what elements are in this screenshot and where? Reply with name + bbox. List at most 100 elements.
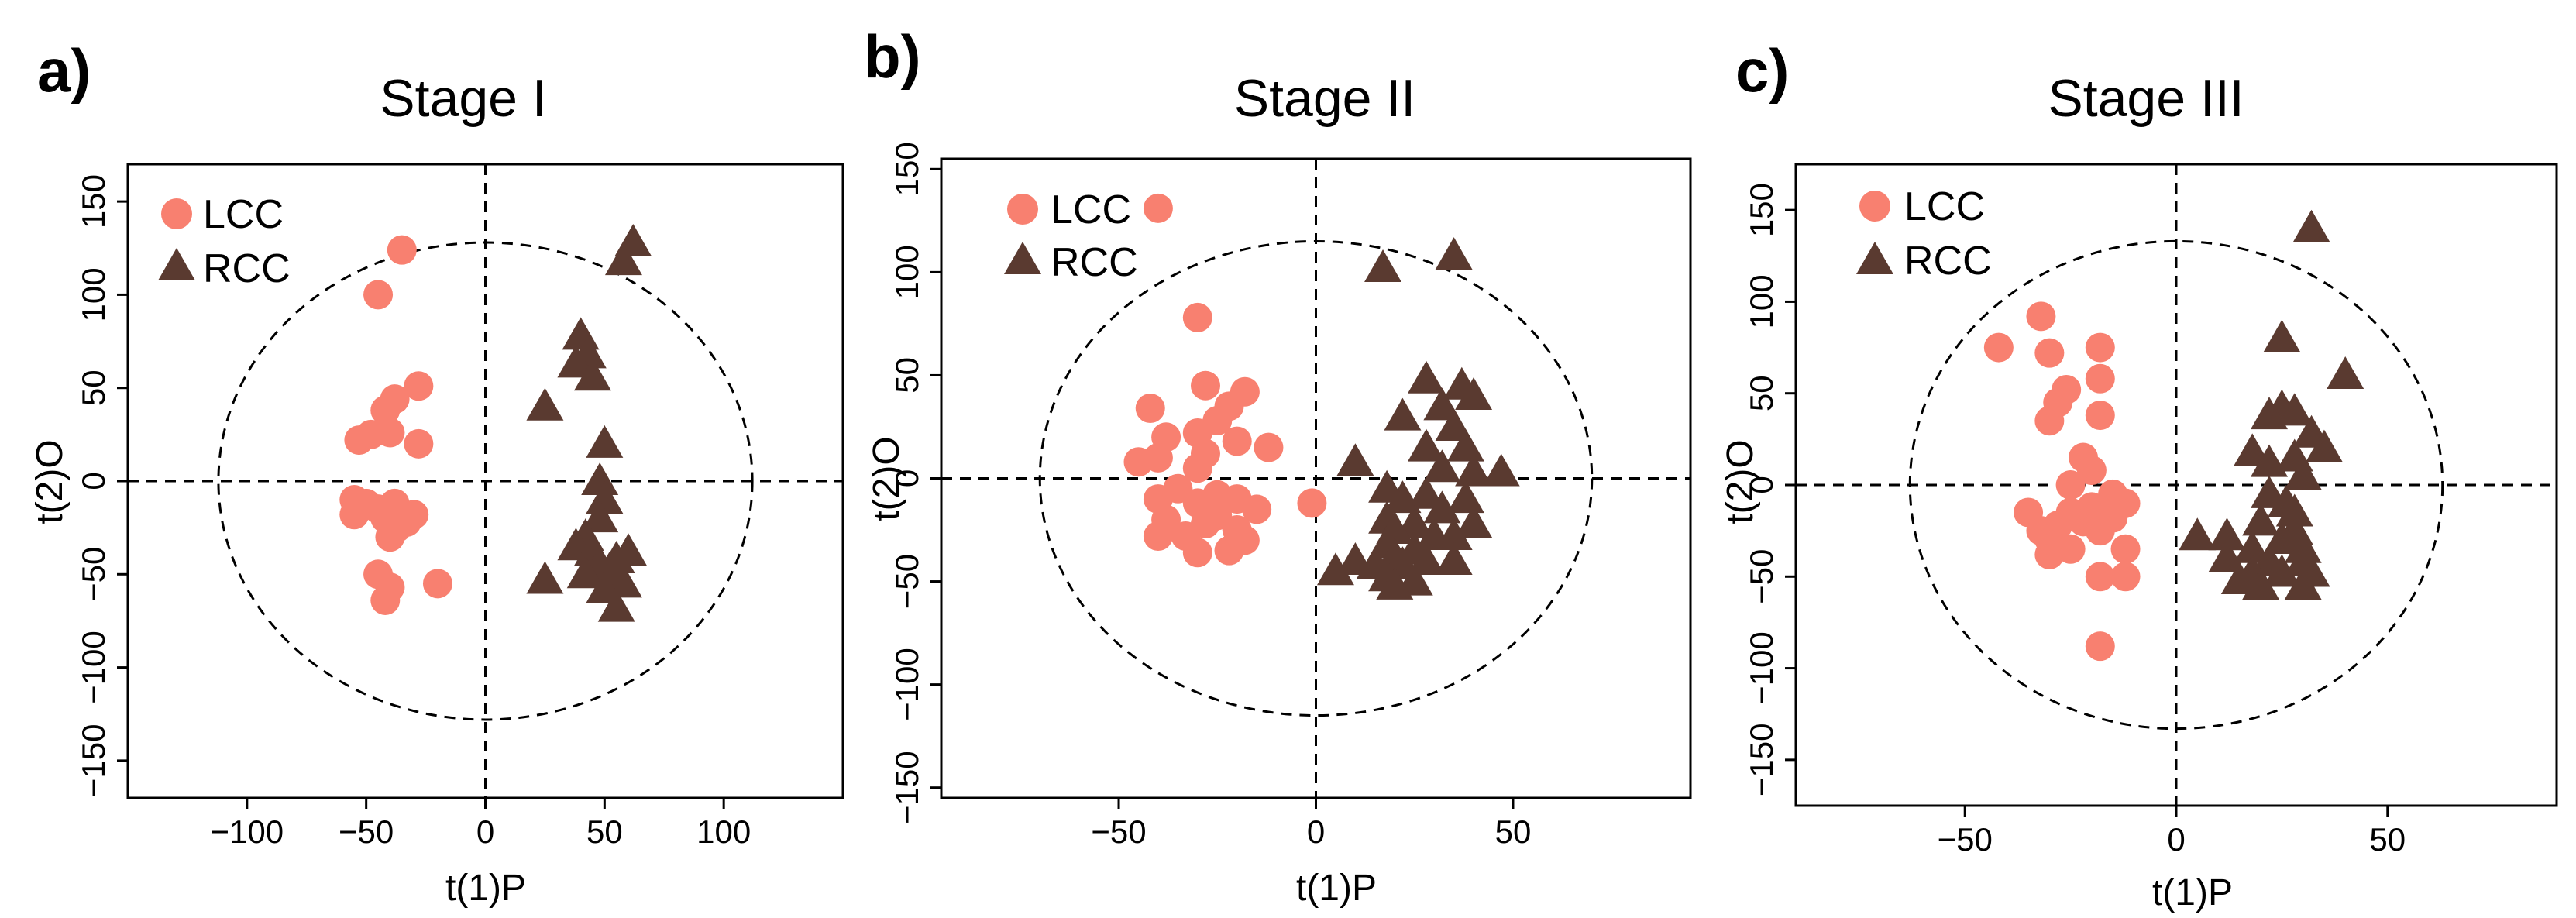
panel-b-rcc-point — [1455, 453, 1493, 487]
panel-c-rcc-point — [2208, 539, 2246, 572]
panel-a-lcc-point — [387, 235, 417, 265]
panel-a-x-tick-label: 100 — [696, 813, 751, 850]
panel-b-lcc-point — [1135, 394, 1165, 424]
panel-c-lcc-point — [2085, 562, 2115, 592]
panel-b-rcc-point — [1455, 377, 1493, 411]
panel-c-lcc-point — [2085, 332, 2115, 363]
panel-c-rcc-point — [2220, 562, 2258, 595]
panel-c-lcc-point — [2034, 539, 2065, 569]
panel-b-lcc-point — [1242, 494, 1272, 524]
panel-a-rcc-point — [573, 358, 611, 391]
panel-b-letter: b) — [864, 22, 921, 91]
panel-a-title: Stage I — [380, 69, 547, 128]
panel-b-rcc-point — [1423, 449, 1461, 483]
panel-a-x-tick-label: 50 — [586, 813, 623, 850]
panel-b-legend: LCC RCC — [1004, 187, 1138, 285]
panel-a-y-tick-label: −100 — [75, 631, 112, 704]
panel-a-lcc-point — [363, 280, 394, 310]
panel-c-rcc-point — [2284, 457, 2322, 490]
panel-a-rcc-point — [597, 589, 635, 622]
panel-a-confidence-ellipse — [217, 241, 754, 721]
panel-a-rcc-point — [557, 345, 595, 378]
panel-c-rcc-point — [2327, 356, 2364, 390]
panel-b-rcc-point — [1423, 387, 1461, 421]
panel-a-plot: −100 −50 0 50 100 −150 −100 −50 0 50 100 150 — [75, 163, 844, 850]
panel-b-legend-rcc-marker — [1004, 242, 1041, 274]
panel-b-rcc-point — [1435, 542, 1473, 575]
panel-b-rcc-point — [1316, 552, 1354, 586]
panel-c-y-tick-label: 150 — [1743, 183, 1780, 237]
panel-a-rcc-point — [526, 561, 564, 594]
panel-c-rcc-point — [2179, 517, 2217, 551]
panel-b: b) Stage II −50 0 50 −150 −100 −50 0 50 100 150 t… — [864, 22, 1692, 909]
panel-a-lcc-point — [370, 395, 401, 425]
panel-b-title: Stage II — [1234, 69, 1415, 128]
panel-c-y-tick-label: 100 — [1743, 274, 1780, 328]
panel-a-lcc-point — [422, 569, 452, 599]
panel-c-rcc-point — [2305, 429, 2343, 462]
panel-a-lcc-point — [375, 418, 405, 448]
panel-b-lcc-point — [1143, 521, 1173, 552]
panel-b-rcc-point — [1435, 237, 1473, 270]
panel-c-y-tick-label: 50 — [1743, 375, 1780, 411]
panel-b-plot: −50 0 50 −150 −100 −50 0 50 100 150 — [889, 142, 1692, 850]
panel-c: c) Stage III −50 0 50−150−100−50050100150 … — [1720, 36, 2558, 913]
panel-c-rcc-point — [2292, 209, 2330, 242]
panel-a-y-tick-label: 0 — [75, 472, 112, 490]
panel-c-lcc-point — [2034, 406, 2065, 436]
panel-a-rcc-point — [586, 481, 624, 514]
panel-c-legend-rcc-marker — [1856, 242, 1893, 274]
panel-c-letter: c) — [1735, 36, 1789, 105]
panel-b-y-tick-label: 50 — [889, 357, 925, 394]
panel-c-y-tick-label: −100 — [1743, 631, 1780, 705]
panel-b-rcc-point — [1423, 490, 1461, 524]
panel-a-lcc-point — [339, 500, 370, 530]
panel-a-x-tick-label: 0 — [476, 813, 494, 850]
panel-b-y-tick-label: 0 — [889, 469, 925, 487]
panel-c-rcc-point — [2234, 530, 2272, 563]
panel-a-y-axis-label: t(2)O — [29, 439, 71, 524]
panel-a-rcc-point — [604, 242, 642, 276]
panel-a-rcc-point — [566, 555, 604, 589]
panel-b-rcc-point — [1395, 505, 1433, 538]
panel-c-x-tick-label: −50 — [1938, 821, 1993, 858]
panel-b-lcc-point — [1182, 302, 1212, 332]
panel-b-confidence-ellipse — [1038, 239, 1594, 717]
panel-c-lcc-point — [2034, 338, 2065, 368]
panel-b-rcc-point — [1384, 480, 1422, 514]
panel-c-rcc-point — [2263, 521, 2301, 554]
panel-a-y-tick-label: 100 — [75, 267, 112, 321]
panel-c-rcc-point — [2284, 567, 2322, 600]
panel-a-rcc-point — [581, 462, 619, 495]
panel-a-legend-lcc-marker — [161, 198, 192, 229]
panel-b-lcc-point — [1222, 426, 1252, 456]
panel-c-confidence-ellipse — [1908, 239, 2444, 731]
panel-c-lcc-point — [2055, 470, 2086, 500]
panel-b-lcc-point — [1182, 538, 1212, 568]
panel-a-y-tick-label: 150 — [75, 174, 112, 229]
panel-c-plot: −50 0 50 −150 −100 −50 0 50 100 150 — [1743, 163, 2558, 858]
panel-c-y-axis-label: t(2)O — [1720, 439, 1761, 524]
panel-c-lcc-point — [2110, 562, 2141, 592]
panel-c-legend: LCC RCC — [1856, 184, 1992, 284]
panel-c-legend-rcc-label: RCC — [1904, 239, 1992, 284]
panel-c-lcc-point — [2076, 456, 2107, 486]
panel-a-y-tick-label: −150 — [75, 724, 112, 798]
panel-b-rcc-point — [1435, 407, 1473, 441]
panel-b-legend-rcc-label: RCC — [1051, 240, 1138, 285]
panel-b-lcc-point — [1254, 432, 1284, 462]
panel-a-legend-rcc-marker — [158, 248, 195, 280]
panel-c-title: Stage III — [2048, 69, 2244, 128]
panel-c-rcc-point — [2275, 493, 2313, 527]
panel-a-lcc-point — [404, 428, 434, 459]
panel-c-rcc-point — [2251, 444, 2289, 477]
panel-a-lcc-point — [404, 371, 434, 401]
panel-b-lcc-point — [1297, 488, 1327, 518]
panel-c-rcc-point — [2263, 554, 2301, 587]
panel-c-x-axis-label: t(1)P — [2152, 872, 2233, 913]
panel-b-lcc-point — [1143, 193, 1173, 223]
panel-b-y-axis-label: t(2)O — [866, 436, 907, 521]
panel-c-lcc-point — [2085, 401, 2115, 431]
panel-c-lcc-point — [1983, 332, 2014, 363]
panel-b-x-tick-label: 0 — [1307, 813, 1325, 850]
